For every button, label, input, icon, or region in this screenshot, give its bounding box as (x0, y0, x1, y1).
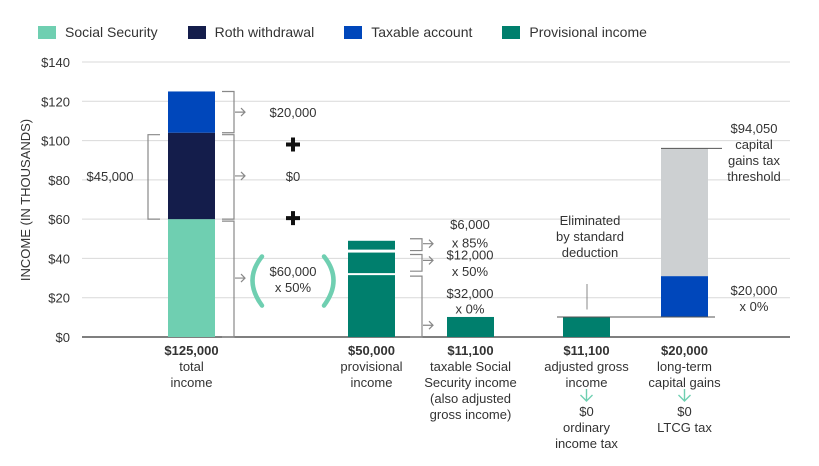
bar-segment (348, 240, 395, 251)
tax-result: $0 (677, 404, 691, 419)
bracket (410, 275, 423, 338)
y-tick-label: $100 (41, 134, 70, 149)
annotation-text: $20,000 (270, 105, 317, 120)
category-label: long-term (657, 359, 712, 374)
y-tick-label: $0 (56, 330, 70, 345)
annotation-text: x 50% (275, 280, 312, 295)
y-tick-label: $80 (48, 173, 70, 188)
tax-result: LTCG tax (657, 420, 712, 435)
right-parenthesis (321, 254, 336, 308)
annotation-text: $32,000 (447, 286, 494, 301)
category-value: $125,000 (164, 343, 218, 358)
bar-segment (168, 219, 215, 337)
plus-label: + (0, 0, 1, 1)
down-arrow-icon (580, 389, 593, 402)
category-label: capital gains (648, 375, 721, 390)
category-label: income (566, 375, 608, 390)
left-parenthesis (250, 254, 265, 308)
bracket (222, 90, 235, 134)
category-label: taxable Social (430, 359, 511, 374)
arrow-icon (235, 273, 246, 283)
legend-swatch (38, 25, 56, 39)
legend-item-taxable: Taxable account (344, 24, 472, 40)
legend-swatch (502, 25, 521, 39)
category-label: income (171, 375, 213, 390)
legend-label: Roth withdrawal (214, 24, 315, 40)
bar-segment (661, 148, 708, 277)
bracket (410, 238, 423, 252)
annotation-text: x 0% (740, 299, 769, 314)
tax-result: income tax (555, 436, 618, 451)
category-label: (also adjusted (430, 391, 511, 406)
legend: Social Security Roth withdrawal Taxable … (38, 24, 647, 40)
annotation-text: $45,000 (87, 169, 134, 184)
bracket (222, 134, 235, 220)
tax-result: $0 (579, 404, 593, 419)
category-label: adjusted gross (544, 359, 629, 374)
category-label: gross income) (430, 407, 512, 422)
annotation-text: capital (735, 137, 773, 152)
annotation-text: x 85% (452, 236, 489, 251)
tax-result: ordinary (563, 420, 610, 435)
annotation-text: $94,050 (731, 121, 778, 136)
category-label: total (179, 359, 204, 374)
y-tick-label: $40 (48, 251, 70, 266)
bracket (222, 220, 235, 338)
annotation-text: x 0% (456, 302, 485, 317)
bars (168, 91, 708, 337)
annotation-text: $20,000 (731, 283, 778, 298)
annotation-text: $12,000 (447, 247, 494, 262)
arrow-icon (423, 239, 434, 249)
legend-label: Taxable account (371, 24, 473, 40)
legend-swatch (344, 25, 363, 39)
annotation-text: by standard (556, 229, 624, 244)
plus-icon (286, 137, 300, 152)
category-value: $20,000 (661, 343, 708, 358)
arrow-icon (235, 171, 246, 181)
annotation-text: $60,000 (270, 264, 317, 279)
legend-swatch (187, 25, 206, 39)
annotation-text: deduction (562, 245, 618, 260)
arrow-icon (235, 107, 246, 117)
plus-icon (286, 211, 300, 226)
legend-item-provisional: Provisional income (502, 24, 647, 40)
legend-label: Social Security (65, 24, 158, 40)
annotation-text: $0 (286, 169, 300, 184)
bar-segment (168, 91, 215, 133)
category-labels: $125,000totalincome$50,000provisionalinc… (164, 343, 721, 451)
legend-item-roth: Roth withdrawal (187, 24, 315, 40)
bar-segment (168, 132, 215, 220)
y-tick-label: $20 (48, 291, 70, 306)
y-tick-label: $140 (41, 55, 70, 70)
category-value: $50,000 (348, 343, 395, 358)
annotation-text: threshold (727, 169, 780, 184)
category-value: $11,100 (447, 343, 493, 358)
annotation-text: Eliminated (560, 213, 621, 228)
bracket (410, 253, 423, 272)
arrow-icon (423, 255, 434, 265)
legend-label: Provisional income (529, 24, 647, 40)
annotation-text: x 50% (452, 264, 489, 279)
bar-segment (348, 274, 395, 337)
bar-segment (348, 252, 395, 275)
category-label: Security income (424, 375, 516, 390)
annotation-text: $6,000 (450, 217, 490, 232)
y-tick-label: $60 (48, 212, 70, 227)
bar-segment (661, 276, 708, 318)
category-label: provisional (340, 359, 402, 374)
bracket (147, 134, 160, 220)
legend-item-social-security: Social Security (38, 24, 158, 40)
category-value: $11,100 (563, 343, 609, 358)
arrow-icon (423, 320, 434, 330)
bar-segment (447, 316, 494, 337)
bar-segment (563, 316, 610, 337)
down-arrow-icon (678, 389, 691, 402)
y-tick-label: $120 (41, 94, 70, 109)
category-label: income (351, 375, 393, 390)
annotation-text: gains tax (728, 153, 781, 168)
y-axis-label: INCOME (IN THOUSANDS) (18, 119, 33, 281)
